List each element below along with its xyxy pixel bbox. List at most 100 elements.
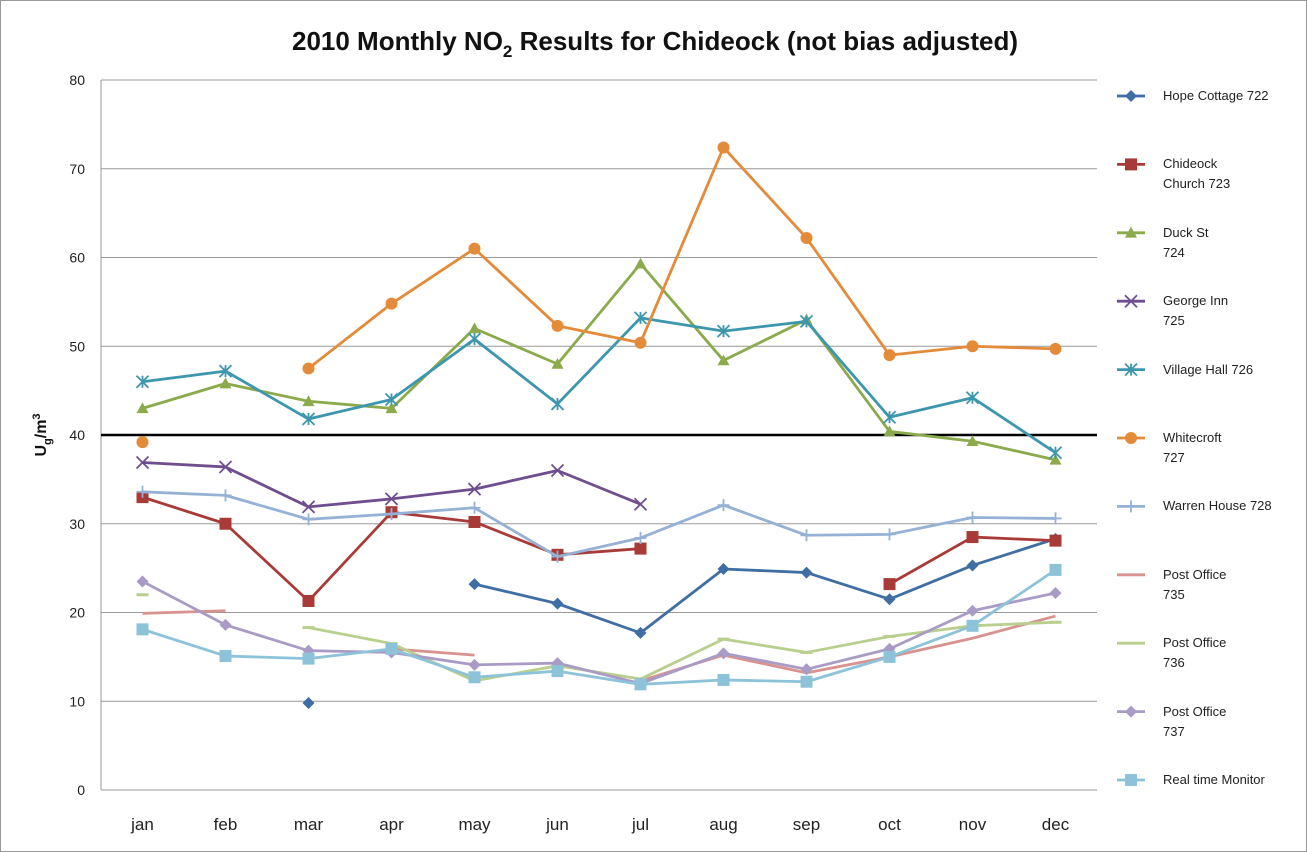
marker	[219, 489, 232, 502]
legend-label: Post Office 737	[1163, 703, 1227, 739]
x-tick-label: jul	[631, 815, 649, 834]
y-axis-label: Ug/m3	[31, 413, 54, 456]
y-tick-label: 10	[69, 693, 85, 709]
marker	[468, 578, 481, 591]
marker	[1049, 563, 1062, 576]
marker	[218, 460, 233, 474]
marker	[468, 501, 481, 514]
series	[136, 485, 1062, 563]
legend-label: Duck St 724	[1163, 224, 1209, 260]
x-tick-label: mar	[294, 815, 324, 834]
marker	[301, 500, 316, 514]
marker	[634, 336, 647, 349]
marker	[551, 358, 564, 369]
marker	[883, 528, 896, 541]
marker	[468, 322, 481, 334]
x-tick-label: feb	[214, 815, 238, 834]
marker	[882, 410, 897, 424]
series-line	[142, 262, 1056, 462]
x-tick-label: apr	[379, 815, 404, 834]
marker	[468, 515, 481, 528]
marker	[1124, 362, 1138, 377]
label-superscript: 3	[31, 413, 43, 419]
y-tick-label: 40	[69, 427, 85, 443]
series	[136, 563, 1062, 691]
marker	[467, 332, 482, 346]
marker	[717, 647, 730, 660]
series	[136, 141, 1062, 449]
marker	[136, 623, 149, 636]
marker	[301, 412, 316, 426]
x-tick-label: sep	[793, 815, 820, 834]
marker	[135, 455, 150, 470]
marker	[1125, 432, 1137, 444]
marker	[384, 492, 399, 506]
marker	[799, 314, 814, 329]
series-line	[142, 568, 1057, 686]
marker	[717, 673, 730, 686]
y-tick-label: 80	[69, 72, 85, 88]
marker	[302, 513, 315, 526]
series-line	[307, 146, 1056, 370]
marker	[1125, 705, 1137, 718]
legend-label: Post Office 735	[1163, 566, 1227, 602]
series-line	[142, 316, 1057, 454]
marker	[551, 597, 564, 610]
marker	[966, 531, 979, 544]
series-line	[142, 490, 1056, 558]
marker	[800, 566, 813, 579]
legend-label: Village Hall 726	[1163, 361, 1254, 377]
marker	[302, 395, 315, 407]
marker	[883, 349, 896, 362]
marker	[468, 671, 481, 684]
marker	[1124, 294, 1138, 308]
legend-label: Whitecroft 727	[1163, 430, 1222, 465]
marker	[136, 485, 149, 498]
marker	[467, 482, 482, 496]
marker	[1049, 512, 1062, 525]
marker	[468, 242, 481, 255]
title-text: Results for Chideock (not bias adjusted)	[512, 26, 1018, 56]
x-tick-label: dec	[1042, 815, 1070, 834]
marker	[1048, 446, 1063, 460]
legend-label: George Inn 725	[1163, 293, 1229, 329]
legend-label: Post Office 736	[1163, 635, 1227, 671]
marker	[302, 362, 315, 375]
marker	[302, 652, 315, 665]
marker	[634, 678, 647, 691]
marker	[384, 392, 399, 407]
marker	[219, 618, 232, 631]
marker	[136, 436, 149, 449]
marker	[1125, 90, 1137, 102]
marker	[135, 375, 150, 389]
marker	[800, 231, 813, 244]
marker	[634, 531, 647, 544]
marker	[717, 563, 730, 576]
title-text: 2010 Monthly NO	[292, 26, 503, 56]
marker	[634, 542, 647, 555]
x-tick-label: jun	[545, 815, 569, 834]
x-tick-label: jan	[130, 815, 154, 834]
series	[136, 575, 1062, 690]
marker	[551, 550, 564, 563]
marker	[1049, 453, 1062, 465]
marker	[1125, 500, 1137, 513]
marker	[966, 619, 979, 632]
marker	[965, 391, 980, 405]
marker	[966, 604, 979, 617]
marker	[219, 517, 232, 530]
marker	[966, 559, 979, 572]
y-tick-label: 0	[77, 782, 85, 798]
x-tick-label: oct	[878, 815, 901, 834]
y-tick-label: 70	[69, 161, 85, 177]
legend-label: Hope Cottage 722	[1163, 88, 1269, 103]
series	[135, 311, 1063, 460]
marker	[136, 402, 149, 414]
y-tick-label: 50	[69, 338, 85, 354]
series-line	[474, 537, 1056, 635]
marker	[550, 463, 565, 478]
chart-title: 2010 Monthly NO2 Results for Chideock (n…	[292, 26, 1018, 61]
y-tick-label: 20	[69, 605, 85, 621]
